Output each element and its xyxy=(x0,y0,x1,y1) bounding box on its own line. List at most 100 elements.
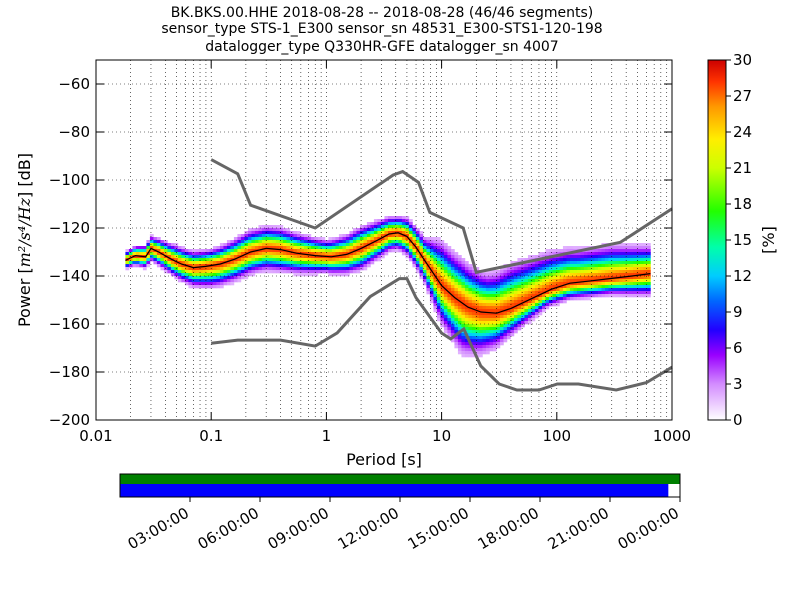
heatmap-cell xyxy=(300,255,305,259)
mode-curve xyxy=(125,232,651,314)
heatmap-cell xyxy=(622,270,627,274)
heatmap-cell xyxy=(590,252,595,256)
heatmap-cell xyxy=(601,270,606,274)
heatmap-cell xyxy=(485,297,490,301)
heatmap-cell xyxy=(450,300,455,304)
heatmap-cell xyxy=(244,273,249,277)
heatmap-cell xyxy=(268,261,273,265)
heatmap-cell xyxy=(531,261,536,265)
heatmap-cell xyxy=(629,264,634,268)
heatmap-cell xyxy=(191,258,196,262)
heatmap-cell xyxy=(618,294,623,298)
heatmap-cell xyxy=(443,282,448,286)
x-tick-label: 0.01 xyxy=(79,427,112,445)
heatmap-cell xyxy=(527,300,532,304)
heatmap-cell xyxy=(191,267,196,271)
heatmap-cell xyxy=(195,270,200,274)
heatmap-cell xyxy=(475,348,480,352)
heatmap-cell xyxy=(153,237,158,241)
heatmap-cell xyxy=(212,246,217,250)
heatmap-cell xyxy=(622,291,627,295)
heatmap-cell xyxy=(461,333,466,337)
heatmap-cell xyxy=(177,267,182,271)
heatmap-cell xyxy=(454,252,459,256)
heatmap-cell xyxy=(646,273,651,277)
heatmap-cell xyxy=(468,267,473,271)
heatmap-cell xyxy=(370,237,375,241)
heatmap-cell xyxy=(604,294,609,298)
heatmap-cell xyxy=(482,339,487,343)
heatmap-cell xyxy=(576,297,581,301)
heatmap-cell xyxy=(636,285,641,289)
heatmap-cell xyxy=(443,285,448,289)
heatmap-cell xyxy=(636,264,641,268)
heatmap-cell xyxy=(450,330,455,334)
heatmap-cell xyxy=(450,285,455,289)
heatmap-cell xyxy=(450,297,455,301)
heatmap-cell xyxy=(356,270,361,274)
heatmap-cell xyxy=(433,279,438,283)
heatmap-cell xyxy=(412,261,417,265)
heatmap-cell xyxy=(440,297,445,301)
heatmap-cell xyxy=(482,291,487,295)
heatmap-cell xyxy=(559,273,564,277)
heatmap-cell xyxy=(419,252,424,256)
colorbar-tick-label: 21 xyxy=(733,159,752,177)
heatmap-cell xyxy=(590,261,595,265)
heatmap-cell xyxy=(317,249,322,253)
heatmap-cell xyxy=(447,279,452,283)
heatmap-cell xyxy=(622,267,627,271)
heatmap-cell xyxy=(527,270,532,274)
heatmap-cell xyxy=(380,219,385,223)
plot-frame xyxy=(95,59,673,421)
heatmap-cell xyxy=(443,273,448,277)
heatmap-cell xyxy=(464,282,469,286)
heatmap-cell xyxy=(510,273,515,277)
heatmap-cell xyxy=(198,267,203,271)
heatmap-cell xyxy=(443,327,448,331)
heatmap-cell xyxy=(405,228,410,232)
heatmap-cell xyxy=(447,264,452,268)
heatmap-cell xyxy=(380,249,385,253)
heatmap-cell xyxy=(415,258,420,262)
heatmap-cell xyxy=(569,261,574,265)
heatmap-cell xyxy=(461,303,466,307)
heatmap-cell xyxy=(244,231,249,235)
heatmap-cell xyxy=(468,312,473,316)
heatmap-cell xyxy=(471,312,476,316)
heatmap-cell xyxy=(541,261,546,265)
heatmap-cell xyxy=(608,267,613,271)
heatmap-cell xyxy=(258,249,263,253)
heatmap-cell xyxy=(125,261,130,265)
heatmap-cell xyxy=(608,258,613,262)
heatmap-cell xyxy=(496,321,501,325)
heatmap-cell xyxy=(552,252,557,256)
heatmap-cell xyxy=(461,321,466,325)
heatmap-cell xyxy=(499,282,504,286)
heatmap-cell xyxy=(506,318,511,322)
heatmap-cell xyxy=(454,300,459,304)
heatmap-cell xyxy=(552,282,557,286)
heatmap-cell xyxy=(184,258,189,262)
heatmap-cell xyxy=(233,249,238,253)
heatmap-cell xyxy=(149,243,154,247)
heatmap-cell xyxy=(475,279,480,283)
heatmap-cell xyxy=(408,255,413,259)
heatmap-cell xyxy=(149,258,154,262)
heatmap-cell xyxy=(615,282,620,286)
heatmap-cell xyxy=(181,252,186,256)
heatmap-cell xyxy=(349,231,354,235)
heatmap-cell xyxy=(142,252,147,256)
heatmap-cell xyxy=(415,234,420,238)
heatmap-cell xyxy=(261,246,266,250)
heatmap-cell xyxy=(436,258,441,262)
heatmap-cell xyxy=(461,318,466,322)
heatmap-cell xyxy=(163,249,168,253)
heatmap-cell xyxy=(492,282,497,286)
heatmap-cell xyxy=(247,258,252,262)
heatmap-cell xyxy=(275,243,280,247)
heatmap-cell xyxy=(576,288,581,292)
heatmap-cell xyxy=(149,234,154,238)
heatmap-cell xyxy=(233,261,238,265)
heatmap-cell xyxy=(513,282,518,286)
